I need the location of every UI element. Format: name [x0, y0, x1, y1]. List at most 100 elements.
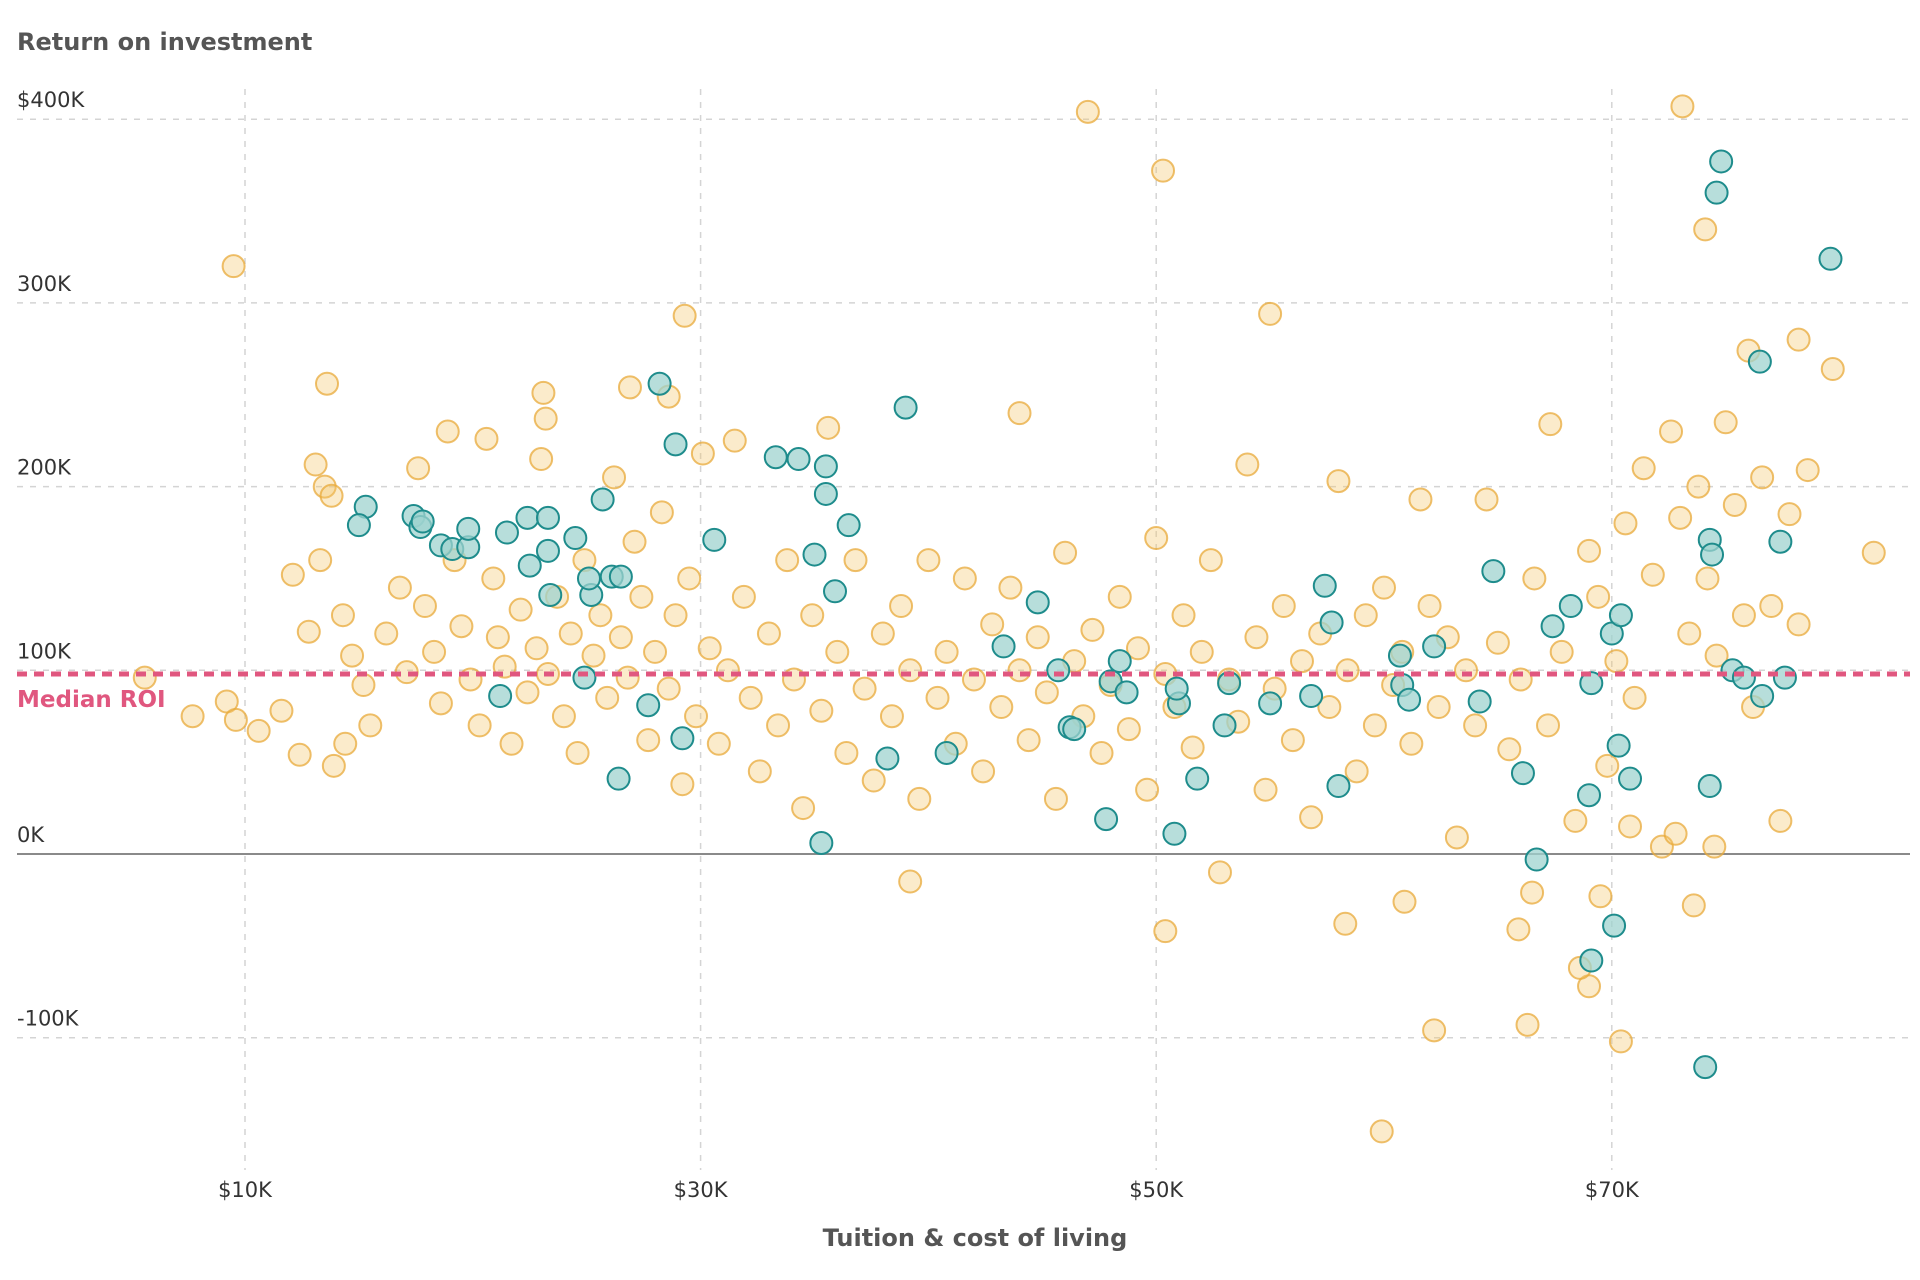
data-point [406, 456, 431, 481]
data-point [524, 636, 549, 661]
x-tick-label: $10K [218, 1178, 273, 1202]
data-point [1768, 808, 1793, 833]
highlight-point [1212, 713, 1237, 738]
data-point [1618, 814, 1643, 839]
highlight-point [1046, 658, 1071, 683]
data-point [319, 483, 344, 508]
y-axis-ticks: $400K 300K 200K 100K 0K -100K [17, 88, 85, 1030]
data-point [925, 685, 950, 710]
data-point [333, 731, 358, 756]
highlight-point [1602, 913, 1627, 938]
highlight-point [456, 516, 481, 541]
data-point [800, 603, 825, 628]
highlight-point [1162, 821, 1187, 846]
data-point [1759, 594, 1784, 619]
data-point [889, 594, 914, 619]
highlight-point [1185, 766, 1210, 791]
chart-title: Return on investment [17, 28, 312, 56]
data-point [1497, 737, 1522, 762]
data-point [731, 584, 756, 609]
data-point [1695, 566, 1720, 591]
data-point [595, 685, 620, 710]
data-point [1713, 410, 1738, 435]
y-tick-label: 200K [17, 456, 72, 480]
data-point [1750, 465, 1775, 490]
data-point [1444, 825, 1469, 850]
highlight-point [1319, 610, 1344, 635]
data-point [1362, 713, 1387, 738]
data-point [1408, 487, 1433, 512]
data-point [756, 621, 781, 646]
data-point [387, 575, 412, 600]
highlight-point [647, 371, 672, 396]
data-point [1640, 562, 1665, 587]
data-point [1043, 786, 1068, 811]
data-point [481, 566, 506, 591]
data-point [467, 713, 492, 738]
data-point [738, 685, 763, 710]
highlight-point [1731, 665, 1756, 690]
highlight-point [535, 538, 560, 563]
data-point [816, 415, 841, 440]
data-point [581, 643, 606, 668]
data-point [1520, 880, 1545, 905]
data-point [132, 665, 157, 690]
data-point [1372, 575, 1396, 600]
data-point [643, 639, 668, 664]
data-point [1271, 594, 1296, 619]
x-tick-label: $50K [1129, 1178, 1184, 1202]
data-point [1777, 502, 1802, 527]
data-point [879, 704, 904, 729]
highlight-point [576, 566, 601, 591]
data-point [1280, 728, 1305, 753]
data-point [907, 786, 932, 811]
data-point [961, 667, 986, 692]
data-point [809, 698, 834, 723]
highlight-point [809, 830, 834, 855]
data-point [1016, 728, 1041, 753]
highlight-point [1618, 766, 1643, 791]
highlight-point [1467, 689, 1492, 714]
data-point [340, 643, 365, 668]
data-point [1422, 1018, 1447, 1043]
data-point [852, 676, 877, 701]
data-point [449, 614, 474, 639]
data-point [934, 639, 959, 664]
highlight-point [1558, 594, 1583, 619]
highlight-point [1422, 634, 1447, 659]
highlight-point [1397, 687, 1422, 712]
highlight-point [1524, 847, 1549, 872]
data-point [898, 869, 923, 894]
data-point [588, 603, 613, 628]
data-point [1608, 1029, 1633, 1054]
data-point [1007, 658, 1032, 683]
highlight-point [1606, 733, 1631, 758]
highlight-point [1768, 529, 1793, 554]
highlight-point [1747, 349, 1772, 374]
data-point [697, 636, 722, 661]
data-point [898, 658, 923, 683]
data-point [677, 566, 702, 591]
data-point [1595, 753, 1620, 778]
highlight-point [934, 740, 959, 765]
data-point [1563, 808, 1588, 833]
data-point [1686, 474, 1711, 499]
data-point [1317, 695, 1342, 720]
data-point [551, 704, 576, 729]
data-point [374, 621, 399, 646]
data-point [1463, 713, 1488, 738]
data-point [1485, 630, 1510, 655]
data-point [916, 548, 941, 573]
data-point [1189, 639, 1214, 664]
x-tick-label: $30K [674, 1178, 729, 1202]
data-point [775, 548, 800, 573]
data-point [1171, 603, 1196, 628]
highlight-point [1062, 717, 1087, 742]
data-point [1549, 639, 1574, 664]
data-point [565, 740, 590, 765]
highlight-point [1697, 774, 1722, 799]
data-point [1722, 492, 1747, 517]
highlight-point [1481, 559, 1506, 584]
data-point [1677, 621, 1702, 646]
